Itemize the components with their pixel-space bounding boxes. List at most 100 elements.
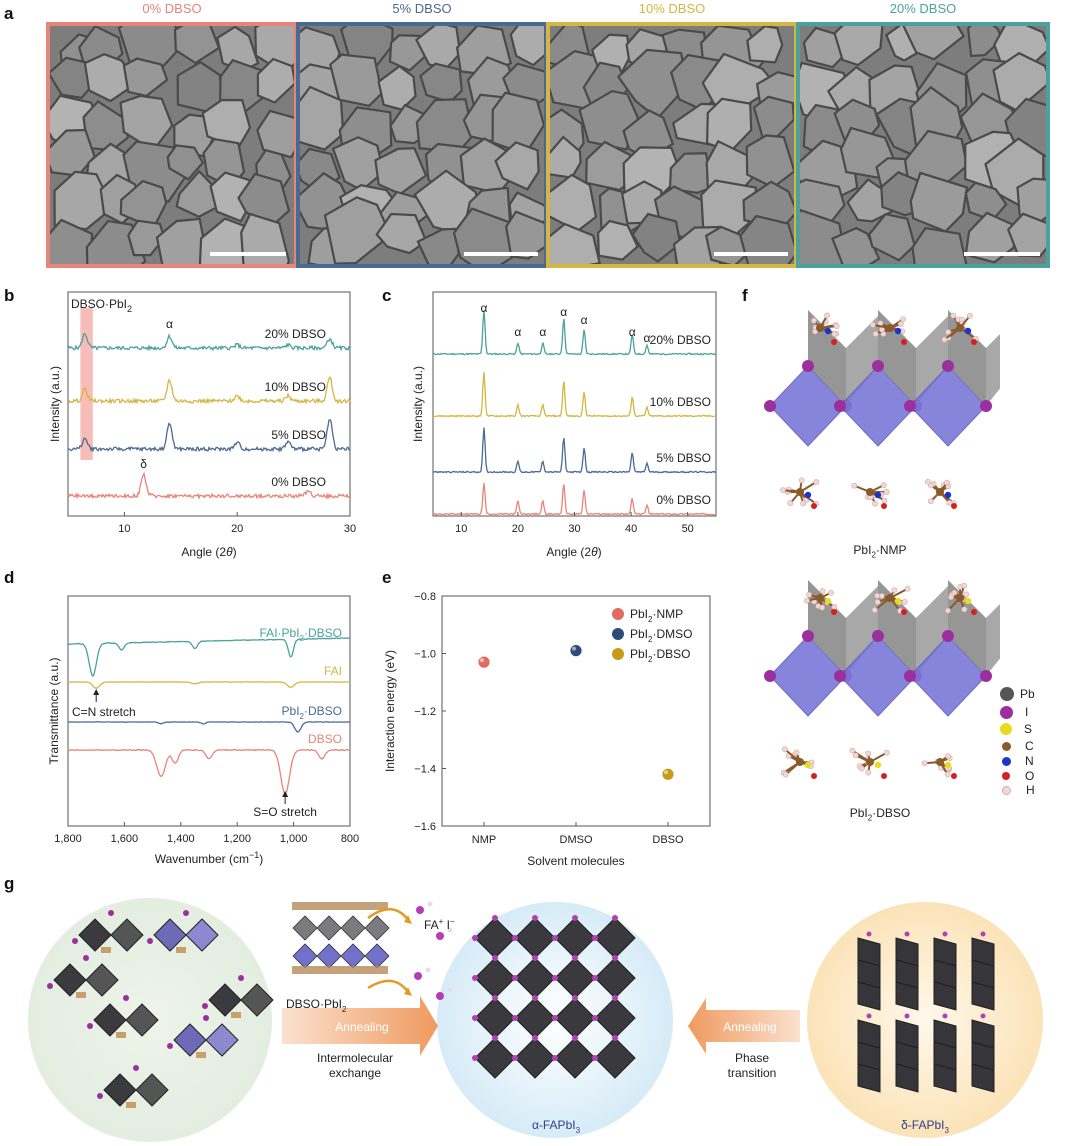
nitrogen-atom: [874, 491, 882, 499]
iodine-atom: [108, 910, 114, 916]
exchange-arrowhead: [404, 915, 412, 924]
iodine-atom: [492, 955, 498, 961]
grain: [550, 222, 602, 264]
grain: [375, 212, 428, 255]
plot-frame: [67, 595, 351, 827]
grain: [830, 226, 881, 264]
fa-ion: [425, 967, 431, 973]
hydrogen-atom: [852, 752, 859, 759]
legend-o: O: [1002, 769, 1034, 783]
iodine-atom: [802, 360, 814, 372]
oxygen-atom: [811, 503, 817, 509]
grain: [509, 26, 544, 67]
iodine-atom: [472, 975, 478, 981]
x-tick-label: NMP: [472, 834, 496, 846]
panel-label-b: b: [4, 286, 15, 305]
exchange-arrowhead: [404, 987, 412, 996]
series-line: [67, 332, 351, 352]
iodine-atom: [47, 983, 53, 989]
scale-bar: [714, 252, 788, 256]
iodine-atom: [612, 955, 618, 961]
scale-bar: [464, 252, 538, 256]
iodine-atom: [87, 1023, 93, 1029]
iodine-atom: [592, 935, 598, 941]
legend-label: PbI2·DBSO: [630, 647, 690, 664]
carbon-atom: [956, 324, 964, 332]
series-line: [433, 427, 717, 474]
pbi6-octahedron-face: [808, 310, 846, 406]
hydrogen-atom: [883, 749, 890, 756]
x-tick-label: 10: [455, 523, 467, 535]
point-highlight: [572, 646, 576, 651]
alpha-peak-label: α: [629, 325, 636, 339]
hydrogen-atom: [831, 331, 838, 337]
alpha-octahedron: [594, 1037, 636, 1079]
hydrogen-atom: [961, 582, 968, 589]
grain: [240, 212, 291, 264]
iodine-atom: [123, 995, 129, 1001]
iodine-atom: [872, 630, 884, 642]
x-tick-label: 800: [341, 833, 359, 845]
carbon-atom: [886, 324, 894, 332]
hydrogen-atom: [904, 585, 911, 592]
hydrogen-atom: [865, 750, 872, 757]
x-axis-label: Angle (2θ): [546, 545, 601, 559]
oxygen-atom: [831, 339, 837, 345]
grain: [173, 26, 221, 65]
grain: [329, 53, 383, 107]
grain: [50, 218, 94, 264]
delta-peak-label: δ: [140, 457, 147, 471]
oxygen-atom: [811, 773, 817, 779]
iodine-atom: [764, 400, 776, 412]
iodine-atom: [512, 1015, 518, 1021]
grain: [833, 26, 884, 67]
intermediate-octahedron: [340, 943, 366, 969]
iodine-atom: [980, 1013, 986, 1019]
ftir-chart-d: FAI·PbI2·DBSO FAI PbI2·DBSO DBSO C=N stretch…: [47, 595, 359, 866]
alpha-fapbi3-label: α-FAPbI3: [532, 1118, 581, 1135]
series-label: 5% DBSO: [656, 451, 711, 465]
hydrogen-atom: [828, 589, 834, 596]
iodine-atom: [97, 1093, 103, 1099]
cn-stretch-label: C=N stretch: [72, 705, 136, 719]
x-tick-label: 30: [568, 523, 580, 535]
arrow2-caption-line1: Phase: [735, 1051, 769, 1065]
hydrogen-atom: [819, 604, 825, 611]
data-point: [569, 644, 583, 658]
pbi2-dbso-caption: PbI2·DBSO: [849, 806, 911, 823]
pbi6-octahedron-face: [846, 586, 878, 676]
iodine-atom: [552, 935, 558, 941]
sem-title-10: 10% DBSO: [638, 1, 706, 16]
legend-h: H: [1002, 783, 1035, 797]
legend-marker: [612, 648, 624, 660]
octahedron-cluster: [110, 918, 144, 952]
hydrogen-atom: [819, 588, 826, 594]
panel-label-a: a: [4, 4, 14, 23]
octahedron-cluster: [135, 1073, 169, 1107]
series-line: [67, 637, 351, 678]
iodine-atom: [834, 670, 846, 682]
iodine-atom: [202, 1003, 208, 1009]
hydrogen-atom: [963, 591, 970, 598]
panel-label-g: g: [4, 874, 15, 893]
arrow1-caption-line1: Intermolecular: [317, 1051, 393, 1065]
legend-marker: [612, 608, 624, 620]
y-tick-label: −1.2: [414, 706, 436, 718]
alpha-octahedron: [594, 917, 636, 959]
series-label: 5% DBSO: [271, 428, 326, 442]
iodine-atom: [167, 1043, 173, 1049]
oxygen-atom: [971, 339, 977, 345]
iodine-atom: [552, 1055, 558, 1061]
pbi6-octahedron-face: [878, 310, 916, 406]
series-label: DBSO: [308, 732, 342, 746]
series-label: FAI·PbI2·DBSO: [260, 626, 342, 643]
iodine-atom: [764, 670, 776, 682]
oxygen-atom: [951, 773, 957, 779]
dbso-molecule: [176, 947, 186, 953]
annealing-label-2: Annealing: [723, 1020, 776, 1034]
hydrogen-atom: [941, 336, 948, 343]
oxygen-atom: [971, 609, 977, 615]
hydrogen-atom: [961, 606, 968, 613]
iodine-atom: [512, 1055, 518, 1061]
x-tick-label: DMSO: [560, 834, 593, 846]
